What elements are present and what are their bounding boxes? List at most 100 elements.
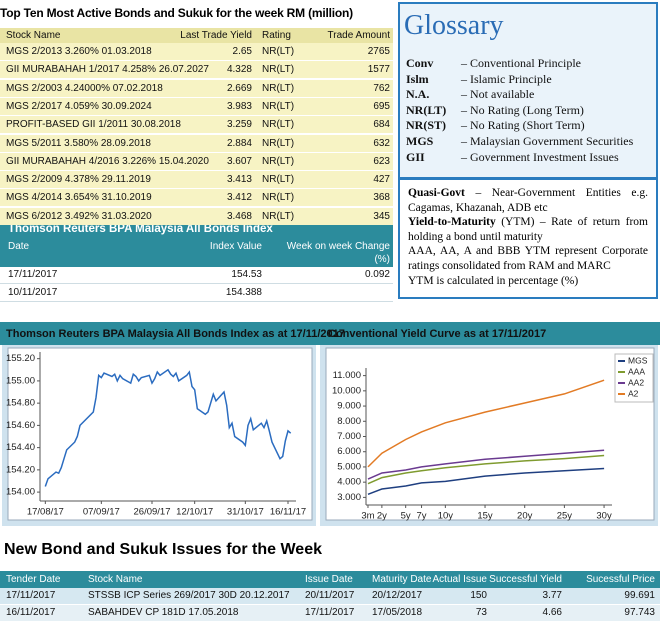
table-cell: 3.468 bbox=[226, 210, 252, 222]
table-row bbox=[0, 61, 393, 79]
table-cell: 345 bbox=[373, 210, 390, 222]
note-text: – Near-Government Entities e.g. Cagamas,… bbox=[408, 187, 649, 214]
table-cell: 684 bbox=[373, 119, 390, 131]
glossary-term: MGS bbox=[406, 134, 434, 148]
table-cell: NR(LT) bbox=[262, 155, 295, 167]
y-tick-label: 155.20 bbox=[6, 353, 35, 364]
note-term: Quasi-Govt bbox=[408, 187, 465, 199]
table-cell: 368 bbox=[373, 192, 390, 204]
table-cell: 3.607 bbox=[226, 155, 252, 167]
table-row bbox=[0, 152, 393, 170]
table-row bbox=[0, 43, 393, 60]
legend-label: MGS bbox=[628, 355, 648, 365]
x-tick-label: 12/10/17 bbox=[176, 507, 213, 518]
table-cell: 154.53 bbox=[231, 269, 262, 280]
table-cell: NR(LT) bbox=[262, 192, 295, 204]
y-tick-label: 4.000 bbox=[337, 477, 361, 488]
x-tick-label: 07/09/17 bbox=[83, 507, 120, 518]
new-issues-title: New Bond and Sukuk Issues for the Week bbox=[4, 541, 322, 558]
table-cell: MGS 2/2009 4.378% 29.11.2019 bbox=[6, 174, 151, 186]
table-cell: NR(LT) bbox=[262, 82, 295, 94]
glossary-term: Islm bbox=[406, 71, 429, 86]
chart-title: Conventional Yield Curve as at 17/11/201… bbox=[328, 328, 546, 340]
table-cell: 150 bbox=[470, 590, 487, 601]
table-cell: 2765 bbox=[367, 46, 390, 57]
table-cell: MGS 5/2011 3.580% 28.09.2018 bbox=[6, 137, 151, 149]
table-row bbox=[0, 134, 393, 152]
glossary-note: Quasi-Govt – Near-Government Entities e.… bbox=[408, 186, 648, 215]
glossary-term: Conv bbox=[406, 56, 434, 70]
table-row bbox=[0, 207, 393, 225]
glossary-term: NR(LT) bbox=[406, 102, 447, 117]
column-header: Last Trade Yield bbox=[180, 30, 252, 41]
x-tick-label: 31/10/17 bbox=[227, 507, 264, 518]
y-tick-label: 154.20 bbox=[6, 464, 35, 475]
series-line bbox=[367, 454, 605, 485]
table-cell: 0.092 bbox=[364, 269, 390, 280]
series-line bbox=[367, 467, 605, 496]
y-tick-label: 154.40 bbox=[6, 442, 35, 453]
series-line bbox=[44, 368, 292, 487]
table-cell: 99.691 bbox=[624, 590, 655, 601]
table-row bbox=[0, 189, 393, 207]
glossary-title: Glossary bbox=[404, 10, 504, 41]
y-tick-label: 10.000 bbox=[332, 385, 361, 396]
table-cell: MGS 6/2012 3.492% 31.03.2020 bbox=[6, 210, 152, 222]
column-header: Issue Date bbox=[305, 574, 353, 585]
glossary-term: GII bbox=[406, 149, 425, 164]
table-cell: 695 bbox=[373, 100, 390, 112]
x-tick-label: 16/11/17 bbox=[270, 507, 306, 518]
glossary-definition: – Not available bbox=[461, 87, 535, 102]
table-row bbox=[0, 588, 660, 604]
x-tick-label: 15y bbox=[477, 511, 493, 522]
note-term: Yield-to-Maturity bbox=[408, 216, 496, 229]
table-cell: NR(LT) bbox=[262, 46, 295, 57]
glossary-definition: – Government Investment Issues bbox=[461, 149, 619, 164]
table-cell: 73 bbox=[475, 607, 487, 618]
table-cell: 632 bbox=[373, 137, 390, 149]
y-tick-label: 5.000 bbox=[337, 461, 361, 472]
table-cell: NR(LT) bbox=[262, 210, 295, 222]
y-tick-label: 7.000 bbox=[337, 431, 361, 442]
table-cell: 20/11/2017 bbox=[305, 590, 355, 601]
y-tick-label: 9.000 bbox=[337, 401, 361, 412]
table-cell: MGS 2/2017 4.059% 30.09.2024 bbox=[6, 100, 152, 112]
column-header: Stock Name bbox=[88, 574, 143, 585]
note-text: (YTM) – Rate of return from holding a bo… bbox=[408, 216, 649, 243]
y-tick-label: 8.000 bbox=[337, 416, 361, 427]
index-table-title: Thomson Reuters BPA Malaysia All Bonds I… bbox=[8, 223, 273, 235]
table-cell: GII MURABAHAH 1/2017 4.258% 26.07.2027 bbox=[6, 64, 209, 76]
note-text: YTM is calculated in percentage (%) bbox=[408, 274, 579, 287]
column-header: Index Value bbox=[209, 241, 262, 252]
y-tick-label: 6.000 bbox=[337, 446, 361, 457]
glossary-note: Yield-to-Maturity (YTM) – Rate of return… bbox=[408, 215, 648, 244]
table-cell: 17/05/2018 bbox=[372, 607, 423, 618]
table-row bbox=[0, 605, 660, 621]
glossary-notes: Quasi-Govt – Near-Government Entities e.… bbox=[398, 178, 658, 299]
table-row bbox=[0, 79, 393, 97]
y-tick-label: 154.00 bbox=[6, 487, 35, 498]
glossary-term: N.A. bbox=[406, 87, 430, 102]
table-cell: MGS 2/2013 3.260% 01.03.2018 bbox=[6, 46, 152, 57]
table-cell: SABAHDEV CP 181D 17.05.2018 bbox=[88, 607, 239, 618]
table-cell: 3.413 bbox=[226, 174, 252, 186]
table-cell: 20/12/2017 bbox=[372, 590, 423, 601]
column-header: Date bbox=[8, 241, 30, 252]
y-tick-label: 3.000 bbox=[337, 492, 361, 503]
column-header: Successful Yield bbox=[489, 574, 562, 585]
glossary-term: NR(ST) bbox=[406, 118, 447, 133]
table-cell: 10/11/2017 bbox=[8, 287, 58, 298]
glossary-definition: – No Rating (Short Term) bbox=[461, 118, 585, 133]
column-header: Actual Issue bbox=[432, 574, 487, 585]
table-cell: 154.388 bbox=[225, 287, 262, 298]
table-cell: 2.669 bbox=[226, 82, 252, 94]
column-header: Stock Name bbox=[6, 30, 61, 41]
y-tick-label: 154.60 bbox=[6, 420, 35, 431]
glossary-definition: – Malaysian Government Securities bbox=[461, 134, 634, 148]
x-tick-label: 26/09/17 bbox=[134, 507, 171, 518]
table-cell: 4.66 bbox=[542, 607, 562, 618]
active-bonds-title: Top Ten Most Active Bonds and Sukuk for … bbox=[0, 6, 353, 20]
column-header: Sucessful Price bbox=[586, 574, 655, 585]
table-row bbox=[0, 171, 393, 189]
